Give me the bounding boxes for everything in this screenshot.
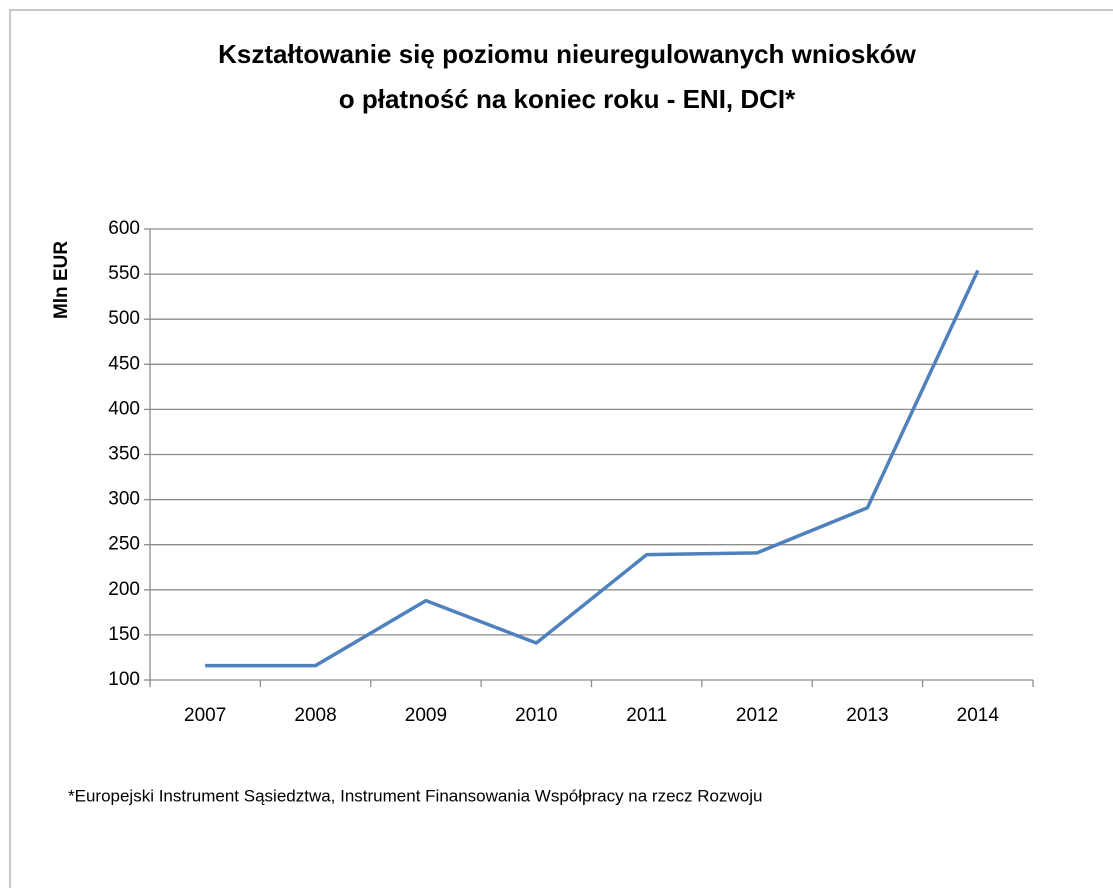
x-tick-label: 2013 <box>846 705 888 726</box>
y-axis-label: Mln EUR <box>51 241 72 319</box>
y-tick-label: 300 <box>108 489 140 510</box>
y-tick-label: 550 <box>108 263 140 284</box>
x-tick-label: 2011 <box>626 705 667 726</box>
y-tick-label: 200 <box>108 579 140 600</box>
y-tick-label: 100 <box>108 669 140 690</box>
y-tick-label: 150 <box>108 624 140 645</box>
x-tick-label: 2014 <box>957 705 1000 726</box>
footnote: *Europejski Instrument Sąsiedztwa, Instr… <box>68 786 762 805</box>
x-tick-label: 2007 <box>184 705 226 726</box>
data-line <box>205 269 980 668</box>
x-tick-label: 2012 <box>736 705 778 726</box>
y-tick-label: 400 <box>108 398 140 419</box>
chart-title: o płatność na koniec roku - ENI, DCI* <box>339 84 796 114</box>
y-tick-label: 450 <box>108 353 140 374</box>
x-tick-label: 2009 <box>405 705 447 726</box>
y-tick-label: 250 <box>108 534 140 555</box>
x-tick-label: 2010 <box>515 705 557 726</box>
x-tick-label: 2008 <box>294 705 336 726</box>
y-tick-label: 350 <box>108 444 140 465</box>
chart-frame <box>9 9 1113 888</box>
chart-title: Kształtowanie się poziomu nieuregulowany… <box>218 39 917 69</box>
y-tick-label: 500 <box>108 308 140 329</box>
y-tick-label: 600 <box>108 218 140 239</box>
